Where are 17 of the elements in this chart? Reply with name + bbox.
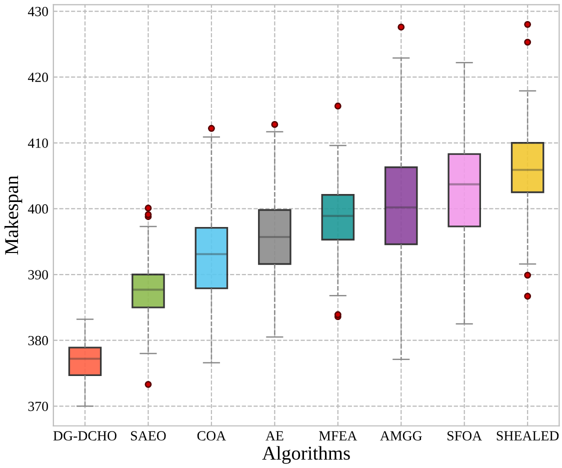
x-tick-label: SHEALED: [496, 431, 559, 441]
y-tick-label: 430: [28, 6, 48, 16]
x-tick-label: DG-DCHO: [53, 431, 116, 441]
x-tick-label: MFEA: [319, 431, 358, 440]
y-tick-label: 410: [28, 138, 48, 148]
x-tick-label: AMGG: [380, 431, 422, 441]
x-tick-label: SFOA: [448, 431, 482, 441]
y-axis-title: Makespan: [4, 176, 22, 255]
x-tick-label: AE: [266, 431, 284, 440]
x-tick-label: SAEO: [131, 431, 166, 441]
x-axis-title: Algorithms: [262, 446, 350, 464]
y-tick-label: 420: [28, 72, 48, 82]
y-tick-label: 380: [28, 336, 48, 346]
y-tick-label: 400: [28, 204, 48, 214]
x-tick-label: COA: [197, 431, 226, 441]
y-tick-label: 370: [28, 402, 48, 412]
y-tick-label: 390: [28, 270, 48, 280]
